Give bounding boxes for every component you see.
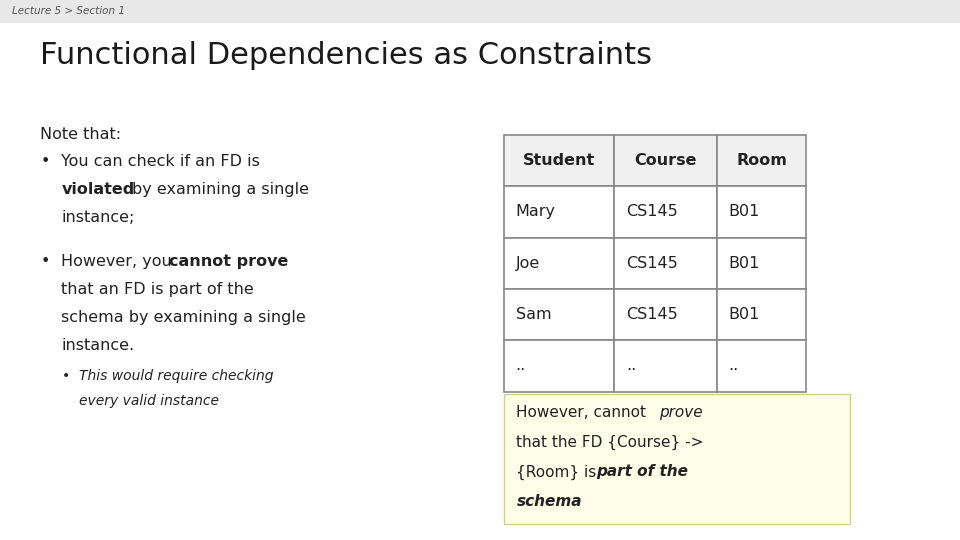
Text: that the FD {Course} ->: that the FD {Course} -> — [516, 435, 704, 450]
Bar — [504, 340, 614, 392]
Text: CS145: CS145 — [626, 205, 678, 219]
Text: CS145: CS145 — [626, 307, 678, 322]
Text: instance.: instance. — [61, 338, 134, 353]
Bar — [614, 289, 717, 340]
Text: This would require checking: This would require checking — [79, 369, 274, 383]
Text: instance;: instance; — [61, 210, 134, 225]
Text: B01: B01 — [729, 307, 760, 322]
Bar — [717, 135, 806, 186]
Text: However, cannot: However, cannot — [516, 405, 651, 420]
Text: Room: Room — [736, 153, 787, 168]
Text: Joe: Joe — [516, 256, 540, 271]
Text: ..: .. — [516, 359, 526, 373]
Bar — [504, 289, 614, 340]
Text: cannot prove: cannot prove — [169, 254, 288, 269]
Bar — [614, 340, 717, 392]
Text: •: • — [40, 153, 50, 168]
Bar — [504, 186, 614, 238]
Text: schema: schema — [516, 494, 582, 509]
Bar — [0, 0, 960, 23]
Text: schema by examining a single: schema by examining a single — [61, 310, 306, 325]
Text: B01: B01 — [729, 256, 760, 271]
FancyBboxPatch shape — [504, 394, 850, 524]
Bar — [717, 289, 806, 340]
Text: •: • — [40, 254, 50, 269]
Text: Functional Dependencies as Constraints: Functional Dependencies as Constraints — [40, 40, 653, 70]
Text: B01: B01 — [729, 205, 760, 219]
Bar — [717, 340, 806, 392]
Text: Mary: Mary — [516, 205, 556, 219]
Text: •: • — [61, 369, 70, 383]
Text: part of the: part of the — [596, 464, 688, 480]
Text: Note that:: Note that: — [40, 127, 122, 142]
Text: Student: Student — [523, 153, 595, 168]
Text: CS145: CS145 — [626, 256, 678, 271]
Text: ..: .. — [626, 359, 636, 373]
Bar — [717, 186, 806, 238]
Text: every valid instance: every valid instance — [79, 394, 219, 408]
Bar — [717, 238, 806, 289]
Bar — [614, 186, 717, 238]
Bar — [614, 135, 717, 186]
Text: ..: .. — [729, 359, 739, 373]
Text: {Room} is: {Room} is — [516, 464, 602, 480]
Text: prove: prove — [659, 405, 702, 420]
Text: However, you: However, you — [61, 254, 178, 269]
Text: violated: violated — [61, 181, 134, 197]
Bar — [614, 238, 717, 289]
Bar — [504, 238, 614, 289]
Text: that an FD is part of the: that an FD is part of the — [61, 282, 254, 297]
Bar — [504, 135, 614, 186]
Text: by examining a single: by examining a single — [132, 181, 308, 197]
Text: Lecture 5 > Section 1: Lecture 5 > Section 1 — [12, 6, 125, 16]
Text: Course: Course — [635, 153, 697, 168]
Text: Sam: Sam — [516, 307, 551, 322]
Text: You can check if an FD is: You can check if an FD is — [61, 153, 260, 168]
